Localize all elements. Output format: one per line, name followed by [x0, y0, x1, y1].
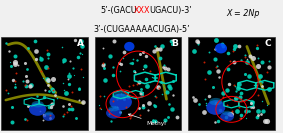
Ellipse shape [209, 98, 222, 105]
Ellipse shape [43, 113, 55, 121]
Ellipse shape [32, 101, 44, 107]
Ellipse shape [108, 106, 119, 111]
Ellipse shape [215, 43, 227, 53]
Ellipse shape [124, 42, 134, 51]
Ellipse shape [29, 103, 46, 116]
Bar [1, 37, 88, 130]
Text: UGACU)-3’: UGACU)-3’ [149, 6, 192, 15]
Ellipse shape [45, 111, 53, 115]
Text: B: B [171, 39, 178, 48]
Text: 5’-(GACU: 5’-(GACU [100, 6, 137, 15]
Bar [95, 37, 181, 130]
Text: Methyl: Methyl [128, 114, 166, 126]
Text: XXX: XXX [134, 6, 150, 15]
Ellipse shape [220, 112, 234, 121]
Ellipse shape [113, 91, 128, 99]
Text: A: A [77, 39, 84, 48]
Text: 3’-(CUGAAAAACUGA)-5’: 3’-(CUGAAAAACUGA)-5’ [93, 25, 190, 34]
Ellipse shape [110, 94, 132, 110]
Ellipse shape [106, 107, 122, 119]
Text: C: C [265, 39, 271, 48]
Ellipse shape [222, 111, 232, 115]
Ellipse shape [206, 100, 225, 115]
Text: X = 2Np: X = 2Np [226, 9, 260, 18]
Bar [188, 37, 275, 130]
